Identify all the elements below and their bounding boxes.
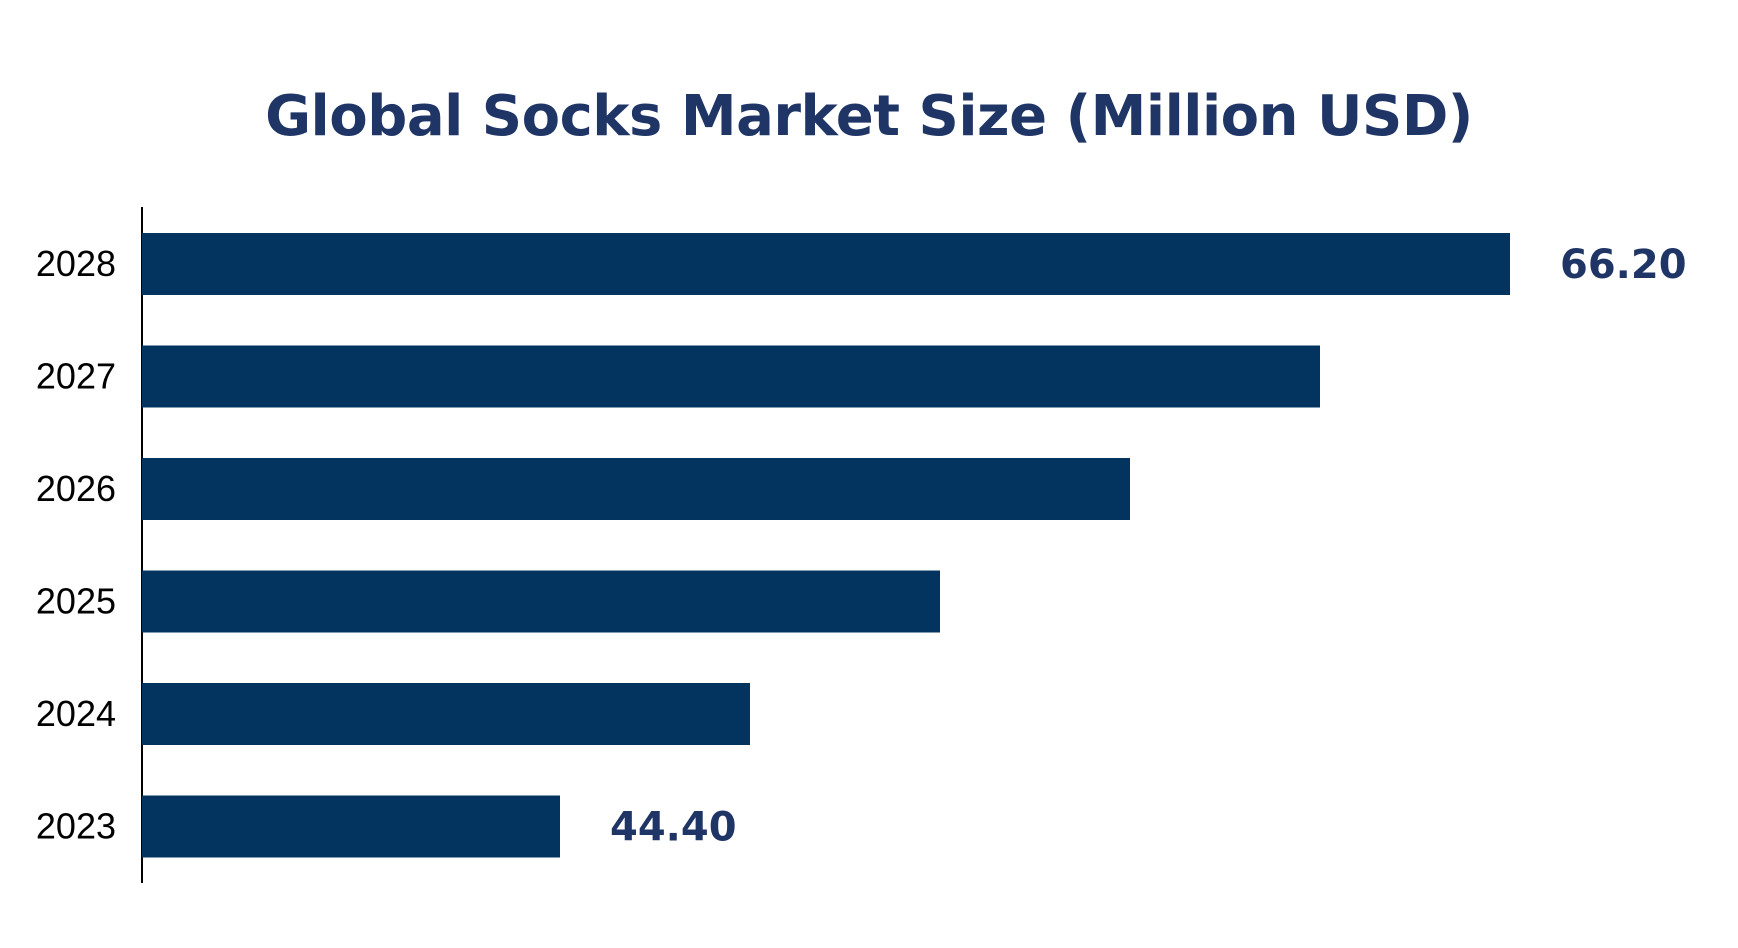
chart-title: Global Socks Market Size (Million USD)	[265, 84, 1473, 149]
y-tick-label-2025: 2025	[36, 581, 116, 622]
y-tick-label-2027: 2027	[36, 356, 116, 397]
bar-2025	[142, 570, 940, 633]
y-tick-label-2028: 2028	[36, 243, 116, 284]
y-tick-label-2023: 2023	[36, 806, 116, 847]
data-labels-group: 66.20 44.40	[610, 242, 1687, 851]
bars-group	[142, 233, 1510, 858]
data-label-2028: 66.20	[1560, 242, 1687, 288]
y-tick-labels: 2028 2027 2026 2025 2024 2023	[36, 243, 116, 847]
y-tick-label-2024: 2024	[36, 693, 116, 734]
bar-2028	[142, 233, 1510, 295]
bar-2026	[142, 458, 1130, 520]
data-label-2023: 44.40	[610, 805, 737, 851]
bar-2024	[142, 683, 750, 745]
bar-2023	[142, 795, 560, 858]
bar-2027	[142, 345, 1320, 408]
y-tick-label-2026: 2026	[36, 468, 116, 509]
